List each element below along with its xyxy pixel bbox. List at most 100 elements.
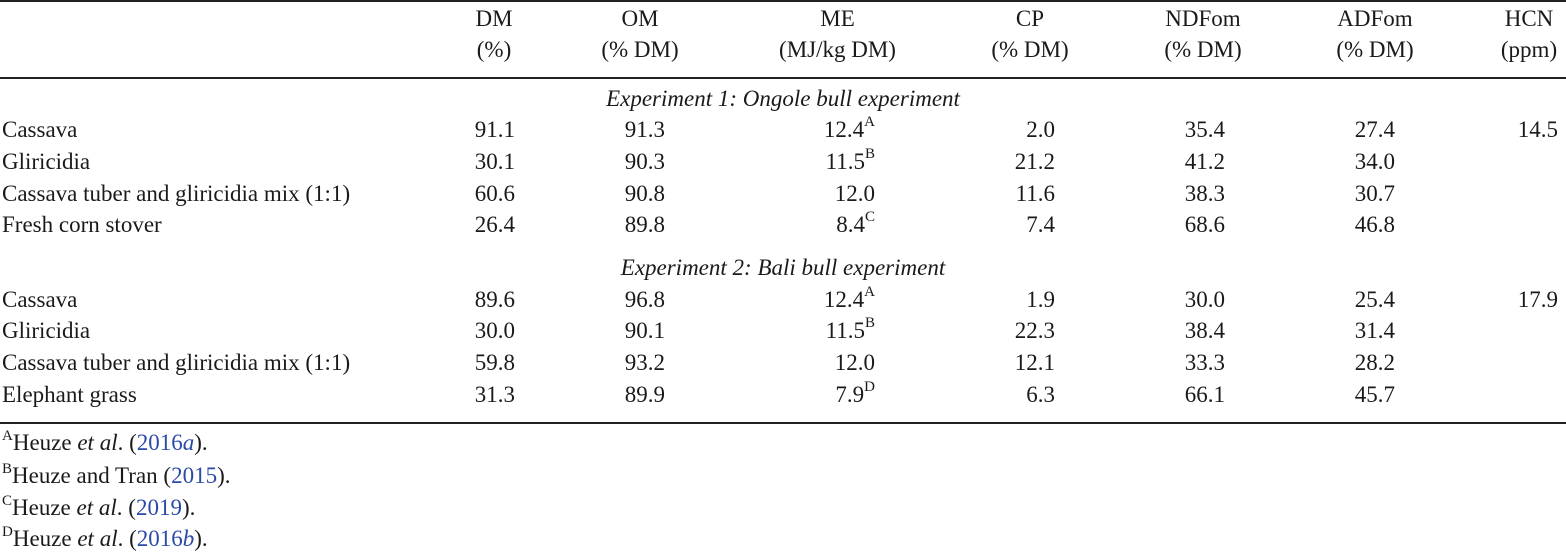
- row-label: Gliricidia: [2, 149, 91, 174]
- table-top-rule: [0, 0, 1566, 2]
- me-footnote-mark: A: [864, 114, 875, 130]
- footnote-year-link[interactable]: 2016b: [137, 526, 195, 551]
- me-value: 11.5: [825, 318, 865, 343]
- row-label: Cassava tuber and gliricidia mix (1:1): [2, 181, 351, 206]
- cell-dm: 89.6: [474, 287, 515, 312]
- row-label: Cassava tuber and gliricidia mix (1:1): [2, 350, 351, 375]
- table-row: Cassava tuber and gliricidia mix (1:1) 5…: [0, 350, 1566, 381]
- footnote-punct: . (: [116, 495, 136, 520]
- cell-ndfom: 38.3: [1184, 181, 1225, 206]
- cell-dm: 91.1: [474, 117, 515, 142]
- footnote-author: Heuze: [12, 430, 72, 455]
- col-header-om: OM (% DM): [585, 3, 695, 65]
- footnote: CHeuze et al. (2019).: [2, 493, 196, 521]
- col-header-name: ADFom: [1337, 6, 1413, 31]
- footnote-etal: et al: [71, 526, 118, 551]
- cell-me: 11.5B: [760, 315, 875, 344]
- cell-om: 90.1: [624, 318, 665, 343]
- me-footnote-mark: B: [864, 315, 875, 331]
- cell-dm: 26.4: [474, 212, 515, 237]
- table-row: Elephant grass 31.3 89.9 7.9D 6.3 66.1 4…: [0, 379, 1566, 413]
- footnote-etal: et al: [70, 495, 117, 520]
- cell-cp: 21.2: [1014, 149, 1055, 174]
- cell-cp: 6.3: [1026, 382, 1055, 407]
- footnote-author: Heuze: [12, 526, 72, 551]
- footnote-author: Heuze and Tran: [12, 463, 158, 488]
- footnote-year-suffix: b: [182, 526, 195, 551]
- cell-cp: 7.4: [1026, 212, 1055, 237]
- cell-me: 8.4C: [760, 210, 875, 238]
- col-header-name: CP: [1015, 6, 1045, 31]
- cell-me: 12.4A: [760, 285, 875, 313]
- me-footnote-mark: B: [864, 146, 875, 162]
- col-header-unit: (%): [476, 37, 512, 62]
- cell-dm: 31.3: [474, 382, 515, 407]
- me-value: 12.0: [834, 181, 875, 206]
- footnote-punct: . (: [117, 526, 137, 551]
- col-header-name: OM: [621, 6, 659, 31]
- cell-om: 90.8: [624, 181, 665, 206]
- me-footnote-mark: D: [864, 379, 875, 395]
- col-header-hcn: HCN (ppm): [1494, 3, 1564, 65]
- cell-cp: 22.3: [1014, 318, 1055, 343]
- table-row: Cassava 91.1 91.3 12.4A 2.0 35.4 27.4 14…: [0, 114, 1566, 148]
- footnote-year-link[interactable]: 2015: [171, 463, 217, 488]
- cell-ndfom: 35.4: [1184, 117, 1225, 142]
- footnote-year: 2019: [135, 495, 182, 520]
- footnote-year-suffix: a: [182, 430, 195, 455]
- col-header-me: ME (MJ/kg DM): [760, 3, 915, 65]
- cell-hcn: 17.9: [1517, 287, 1558, 312]
- cell-adfom: 45.7: [1354, 382, 1395, 407]
- cell-ndfom: 68.6: [1184, 212, 1225, 237]
- footnote-year-link[interactable]: 2016a: [137, 430, 195, 455]
- cell-om: 91.3: [624, 117, 665, 142]
- table-bottom-rule: [0, 422, 1566, 424]
- cell-adfom: 28.2: [1354, 350, 1395, 375]
- cell-ndfom: 33.3: [1184, 350, 1225, 375]
- col-header-ndfom: NDFom (% DM): [1148, 3, 1258, 65]
- col-header-unit: (MJ/kg DM): [779, 37, 896, 62]
- col-header-cp: CP (% DM): [975, 3, 1085, 65]
- cell-cp: 11.6: [1015, 181, 1055, 206]
- table-row: Cassava 89.6 96.8 12.4A 1.9 30.0 25.4 17…: [0, 285, 1566, 318]
- table-row: Gliricidia 30.1 90.3 11.5B 21.2 41.2 34.…: [0, 146, 1566, 180]
- cell-adfom: 31.4: [1354, 318, 1395, 343]
- me-value: 12.0: [834, 350, 875, 375]
- row-label: Gliricidia: [2, 318, 91, 343]
- cell-dm: 30.0: [474, 318, 515, 343]
- section-title: Experiment 2: Bali bull experiment: [620, 255, 946, 280]
- col-header-name: HCN: [1504, 6, 1554, 31]
- me-value: 11.5: [825, 149, 865, 174]
- row-label: Cassava: [2, 117, 78, 142]
- col-header-unit: (% DM): [601, 37, 679, 62]
- footnote-punct: ).: [194, 430, 208, 455]
- cell-dm: 30.1: [474, 149, 515, 174]
- row-label: Fresh corn stover: [2, 212, 162, 237]
- cell-cp: 1.9: [1026, 287, 1055, 312]
- section-title: Experiment 1: Ongole bull experiment: [606, 86, 960, 111]
- cell-om: 90.3: [624, 149, 665, 174]
- footnote: AHeuze et al. (2016a).: [2, 429, 208, 456]
- col-header-unit: (% DM): [1336, 37, 1414, 62]
- cell-dm: 59.8: [474, 350, 515, 375]
- cell-me: 7.9D: [760, 379, 875, 408]
- footnote-year: 2016: [136, 526, 183, 551]
- footnote-mark: C: [2, 493, 13, 509]
- footnote: BHeuze and Tran (2015).: [2, 462, 231, 489]
- cell-me: 12.0: [760, 350, 875, 376]
- footnote-punct: ).: [181, 495, 196, 520]
- col-header-name: ME: [820, 6, 855, 31]
- cell-om: 89.8: [624, 212, 665, 237]
- footnote-year: 2015: [171, 463, 218, 488]
- footnote-year-link[interactable]: 2019: [136, 495, 182, 520]
- cell-adfom: 27.4: [1354, 117, 1395, 142]
- cell-ndfom: 41.2: [1184, 149, 1225, 174]
- me-value: 7.9: [835, 382, 865, 407]
- col-header-unit: (% DM): [1164, 37, 1242, 62]
- footnote-punct: ).: [217, 463, 231, 488]
- cell-ndfom: 30.0: [1184, 287, 1225, 312]
- cell-cp: 2.0: [1026, 117, 1055, 142]
- col-header-unit: (% DM): [991, 37, 1069, 62]
- cell-me: 11.5B: [760, 146, 875, 175]
- footnote-punct: (: [157, 463, 172, 488]
